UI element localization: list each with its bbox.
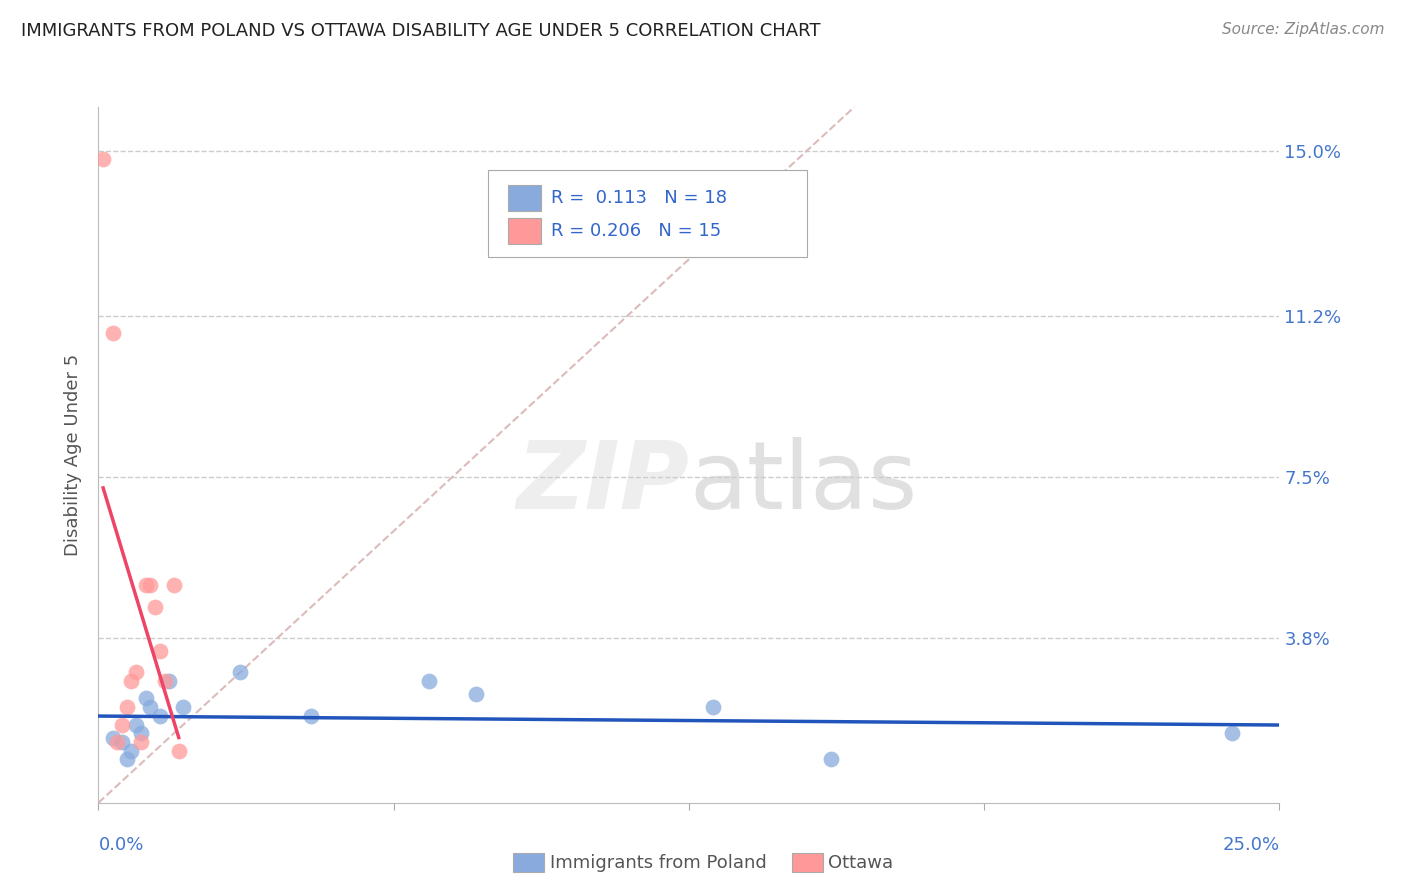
FancyBboxPatch shape	[508, 218, 541, 244]
Point	[105, 735, 128, 749]
Point	[702, 700, 724, 714]
Point	[115, 752, 138, 766]
Point	[125, 665, 148, 680]
Point	[129, 726, 152, 740]
Point	[143, 600, 166, 615]
FancyBboxPatch shape	[508, 185, 541, 211]
Point	[121, 744, 143, 758]
Point	[157, 674, 180, 689]
Text: R = 0.206   N = 15: R = 0.206 N = 15	[551, 222, 721, 240]
Point	[820, 752, 842, 766]
Point	[167, 744, 190, 758]
Point	[163, 578, 186, 592]
Point	[101, 326, 124, 341]
Point	[135, 691, 157, 706]
Point	[129, 735, 152, 749]
Point	[229, 665, 252, 680]
Point	[299, 708, 322, 723]
Point	[465, 687, 488, 701]
Point	[172, 700, 194, 714]
Point	[149, 708, 172, 723]
Text: ZIP: ZIP	[516, 437, 689, 529]
Text: IMMIGRANTS FROM POLAND VS OTTAWA DISABILITY AGE UNDER 5 CORRELATION CHART: IMMIGRANTS FROM POLAND VS OTTAWA DISABIL…	[21, 22, 821, 40]
Point	[153, 674, 176, 689]
FancyBboxPatch shape	[488, 169, 807, 257]
Point	[139, 578, 162, 592]
Point	[149, 643, 172, 657]
Point	[135, 578, 157, 592]
Y-axis label: Disability Age Under 5: Disability Age Under 5	[63, 354, 82, 556]
Text: Ottawa: Ottawa	[828, 854, 893, 871]
Point	[111, 717, 134, 731]
Text: R =  0.113   N = 18: R = 0.113 N = 18	[551, 189, 727, 207]
Text: Immigrants from Poland: Immigrants from Poland	[550, 854, 766, 871]
Point	[139, 700, 162, 714]
Point	[125, 717, 148, 731]
Point	[101, 731, 124, 745]
Point	[418, 674, 440, 689]
Point	[1220, 726, 1243, 740]
Text: atlas: atlas	[689, 437, 917, 529]
Point	[91, 152, 114, 166]
Text: 25.0%: 25.0%	[1222, 836, 1279, 854]
Point	[111, 735, 134, 749]
Point	[121, 674, 143, 689]
Point	[115, 700, 138, 714]
Text: Source: ZipAtlas.com: Source: ZipAtlas.com	[1222, 22, 1385, 37]
Text: 0.0%: 0.0%	[98, 836, 143, 854]
